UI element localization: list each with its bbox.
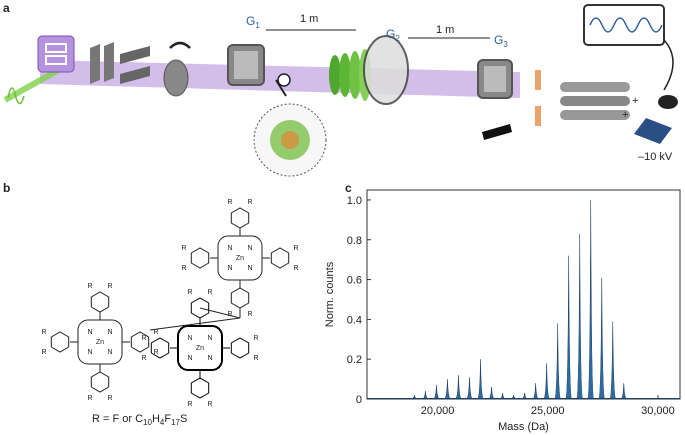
caption: R = F or C10H4F17S	[92, 413, 187, 427]
atom-label: N	[247, 265, 252, 272]
atom-label: R	[181, 265, 186, 272]
peak	[455, 375, 462, 400]
atom-label: N	[207, 355, 212, 362]
atom-label: N	[87, 349, 92, 356]
peak	[554, 323, 562, 400]
atom-label: N	[107, 349, 112, 356]
polarity: +	[622, 109, 628, 121]
plot-frame	[366, 189, 681, 400]
ring	[90, 291, 110, 313]
panel-label: b	[3, 181, 10, 195]
peak	[433, 385, 440, 400]
peak	[422, 391, 429, 400]
atom-label: R	[107, 283, 112, 290]
peak	[532, 383, 539, 400]
x-tick-label: 25,000	[531, 405, 565, 417]
peak	[587, 199, 595, 400]
atom-label: R	[87, 395, 92, 402]
atom-label: R	[187, 401, 192, 408]
ring	[230, 337, 250, 359]
atom-label: R	[141, 355, 146, 362]
atom-label: R	[181, 245, 186, 252]
peak	[466, 377, 473, 400]
peak	[598, 277, 606, 400]
bond	[199, 307, 241, 319]
y-axis-label: Norm. counts	[324, 261, 336, 327]
y-tick-label: 0.4	[347, 314, 362, 326]
y-tick-label: 0	[356, 394, 362, 406]
atom-label: N	[247, 245, 252, 252]
atom-label: R	[227, 311, 232, 318]
grating-label: G2	[386, 27, 400, 43]
peak	[565, 255, 573, 400]
peak	[576, 233, 584, 400]
grating-label: G1	[246, 14, 260, 30]
atom-label: Zn	[236, 255, 244, 262]
atom-label: N	[107, 329, 112, 336]
atom-label: R	[207, 289, 212, 296]
atom-label: R	[207, 401, 212, 408]
atom-label: N	[207, 335, 212, 342]
y-tick-label: 0.2	[347, 354, 362, 366]
atom-label: N	[187, 355, 192, 362]
ring	[230, 207, 250, 229]
x-tick-label: 20,000	[421, 405, 455, 417]
x-tick-label: 30,000	[641, 405, 675, 417]
bond	[149, 317, 241, 331]
chart: 0 0.2 0.4 0.6 0.8 1.0 20,000 25,000 30,000 Mass (…	[324, 189, 681, 433]
atom-label: R	[41, 329, 46, 336]
ring	[270, 247, 290, 269]
atom-label: R	[293, 265, 298, 272]
peak	[620, 383, 628, 400]
peak	[444, 379, 451, 400]
panel-label: c	[345, 181, 352, 195]
atom-label: N	[187, 335, 192, 342]
ring	[90, 371, 110, 393]
ring	[150, 337, 170, 359]
ring	[190, 247, 210, 269]
atom-label: R	[227, 199, 232, 206]
atom-label: R	[153, 329, 158, 336]
atom-label: R	[153, 349, 158, 356]
y-tick-label: 0.8	[347, 235, 362, 247]
atom-label: R	[253, 355, 258, 362]
atom-label: R	[187, 289, 192, 296]
grating-label: G3	[494, 33, 508, 49]
voltage: –10 kV	[638, 151, 673, 163]
distance-label: 1 m	[300, 13, 318, 25]
y-tick-label: 1.0	[347, 195, 362, 207]
peak	[488, 387, 495, 400]
peak	[477, 359, 485, 400]
atom-label: R	[247, 199, 252, 206]
atom-label: Zn	[96, 339, 104, 346]
distance-label: 1 m	[436, 24, 454, 36]
peak	[543, 363, 551, 400]
ring	[190, 297, 210, 319]
atom-label: Zn	[196, 345, 204, 352]
x-axis-label: Mass (Da)	[498, 421, 549, 433]
ring	[230, 287, 250, 309]
atom-label: R	[247, 311, 252, 318]
ring	[130, 331, 150, 353]
y-tick-label: 0.6	[347, 275, 362, 287]
setup-illustration	[3, 4, 678, 177]
peak	[609, 321, 617, 400]
atom-label: N	[87, 329, 92, 336]
ring	[190, 377, 210, 399]
ring	[50, 331, 70, 353]
atom-label: R	[87, 283, 92, 290]
panel-label: a	[3, 1, 10, 15]
atom-label: R	[253, 335, 258, 342]
atom-label: N	[227, 265, 232, 272]
polarity: +	[632, 95, 638, 107]
atom-label: R	[141, 335, 146, 342]
atom-label: N	[227, 245, 232, 252]
atom-label: R	[41, 349, 46, 356]
atom-label: R	[293, 245, 298, 252]
atom-label: R	[107, 395, 112, 402]
